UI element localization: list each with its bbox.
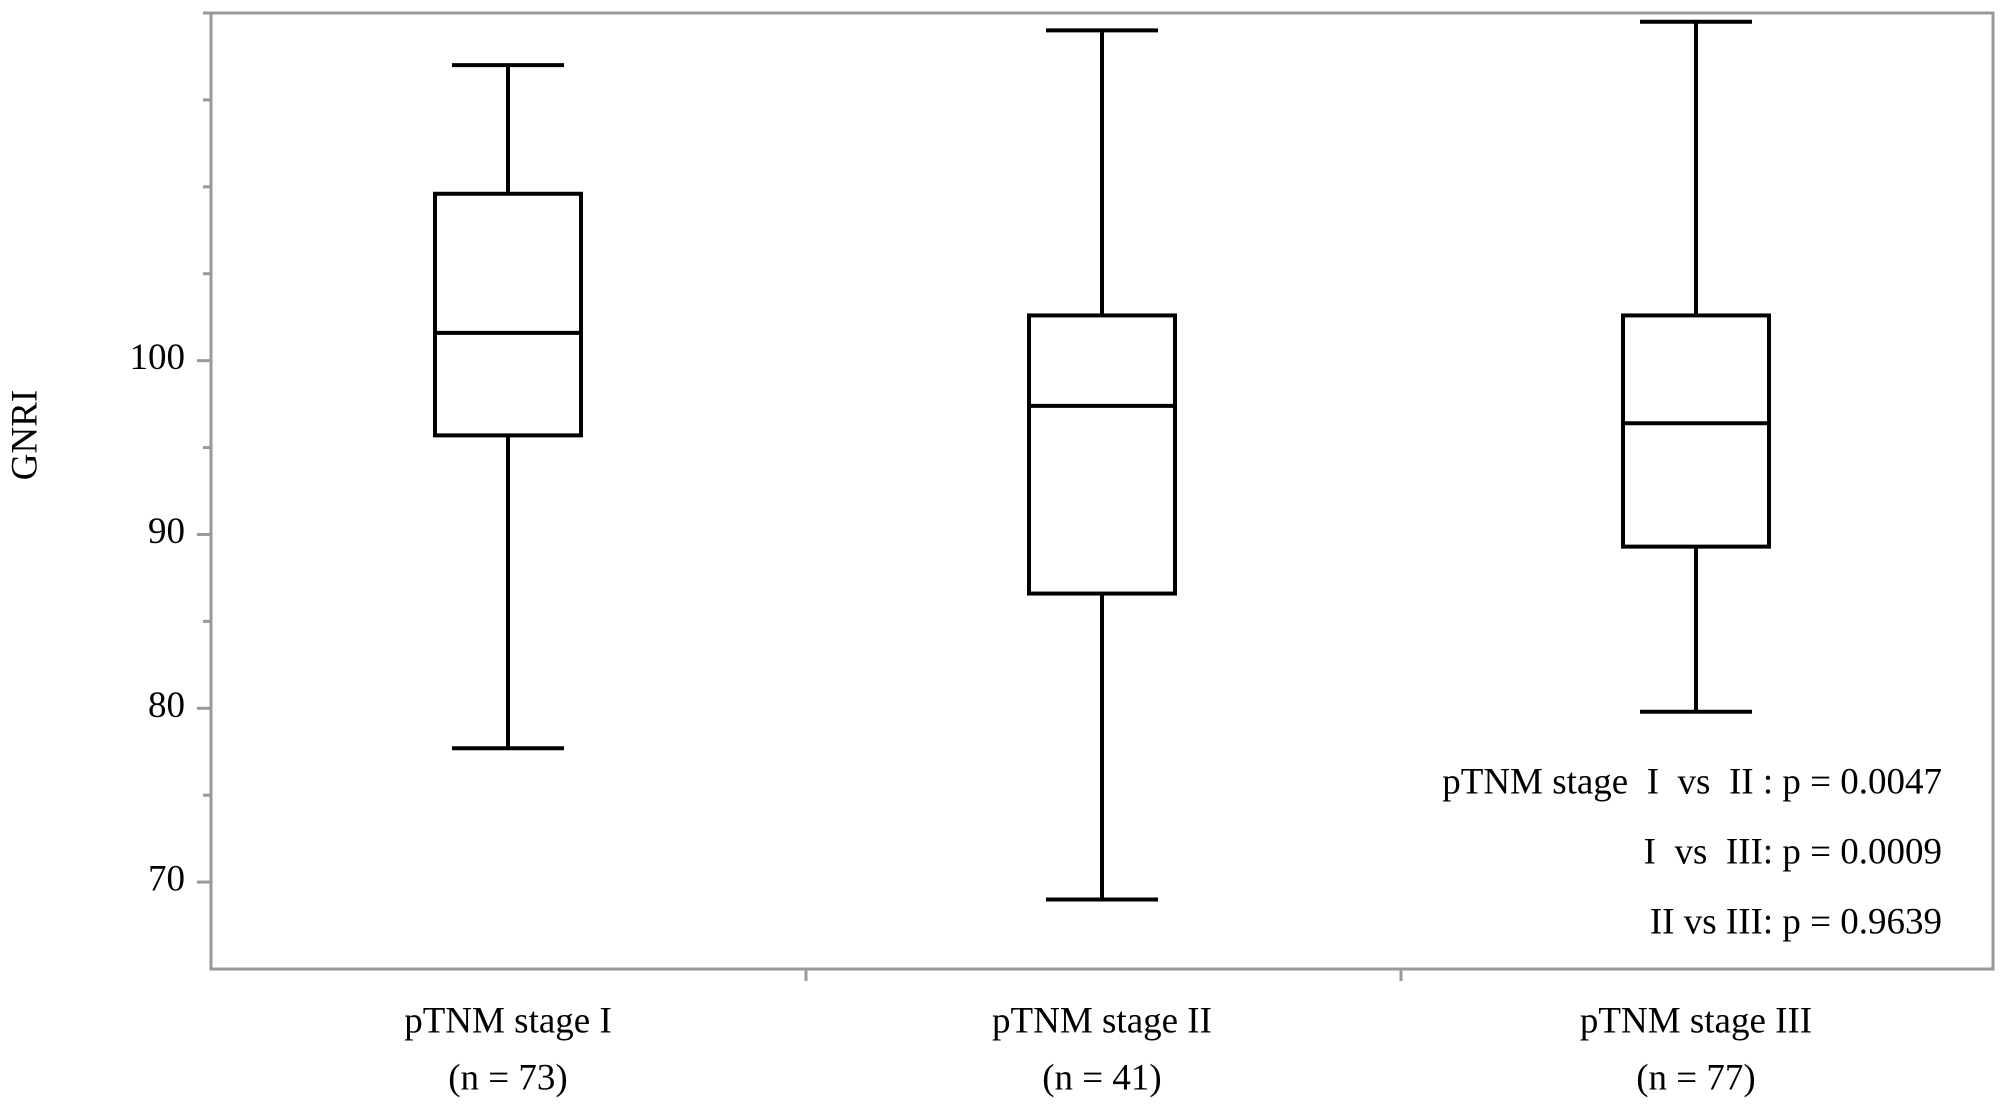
box	[433, 191, 583, 438]
box	[1621, 313, 1771, 549]
y-axis-label: GNRI	[4, 390, 45, 480]
plot-frame	[209, 11, 1995, 971]
x-tick-label: pTNM stage I	[404, 1000, 612, 1041]
x-tick-count: (n = 41)	[1042, 1057, 1162, 1098]
x-tick-label: pTNM stage III	[1580, 1000, 1812, 1041]
y-tick-label: 90	[148, 511, 185, 552]
x-tick-label: pTNM stage II	[992, 1000, 1212, 1041]
annotation: I vs III: p = 0.0009	[1644, 831, 1942, 872]
box	[1027, 313, 1177, 596]
x-tick-count: (n = 77)	[1636, 1057, 1756, 1098]
annotation: pTNM stage I vs II : p = 0.0047	[1442, 761, 1942, 802]
y-tick-label: 70	[148, 859, 185, 900]
annotation: II vs III: p = 0.9639	[1650, 901, 1942, 942]
y-tick-label: 100	[130, 337, 186, 378]
y-tick-label: 80	[148, 685, 185, 726]
x-tick-count: (n = 73)	[448, 1057, 568, 1098]
